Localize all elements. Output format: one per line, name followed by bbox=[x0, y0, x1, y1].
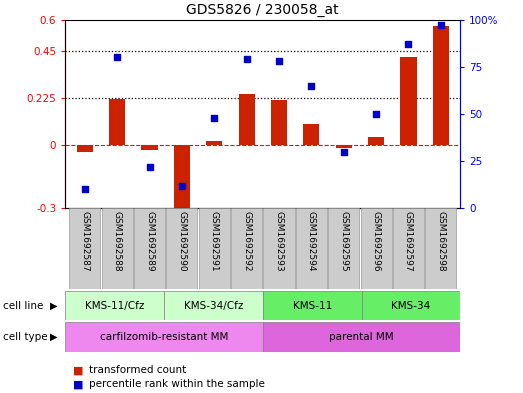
Text: KMS-11/Cfz: KMS-11/Cfz bbox=[85, 301, 144, 310]
Bar bbox=[360, 208, 392, 289]
Point bbox=[372, 111, 380, 117]
Bar bbox=[336, 145, 352, 147]
Bar bbox=[368, 137, 384, 145]
Point bbox=[81, 186, 89, 193]
Text: KMS-34: KMS-34 bbox=[391, 301, 430, 310]
Text: GSM1692587: GSM1692587 bbox=[81, 211, 89, 271]
Bar bbox=[263, 322, 460, 352]
Bar bbox=[166, 208, 197, 289]
Point bbox=[145, 163, 154, 170]
Bar bbox=[393, 208, 424, 289]
Bar bbox=[231, 208, 262, 289]
Text: GSM1692596: GSM1692596 bbox=[371, 211, 381, 271]
Text: ▶: ▶ bbox=[50, 301, 57, 310]
Title: GDS5826 / 230058_at: GDS5826 / 230058_at bbox=[187, 3, 339, 17]
Bar bbox=[141, 145, 157, 150]
Text: percentile rank within the sample: percentile rank within the sample bbox=[89, 379, 265, 389]
Bar bbox=[134, 208, 165, 289]
Text: cell line: cell line bbox=[3, 301, 43, 310]
Bar bbox=[69, 208, 100, 289]
Point bbox=[178, 182, 186, 189]
Point bbox=[275, 58, 283, 64]
Text: GSM1692593: GSM1692593 bbox=[275, 211, 283, 271]
Bar bbox=[271, 100, 287, 145]
Point bbox=[404, 41, 413, 47]
Text: KMS-11: KMS-11 bbox=[292, 301, 332, 310]
Point bbox=[339, 149, 348, 155]
Bar bbox=[303, 125, 320, 145]
Text: GSM1692595: GSM1692595 bbox=[339, 211, 348, 271]
Text: cell type: cell type bbox=[3, 332, 47, 342]
Text: transformed count: transformed count bbox=[89, 365, 186, 375]
Text: GSM1692591: GSM1692591 bbox=[210, 211, 219, 271]
Point bbox=[210, 115, 219, 121]
Text: GSM1692594: GSM1692594 bbox=[307, 211, 316, 271]
Bar bbox=[264, 208, 294, 289]
Point bbox=[437, 22, 445, 28]
Text: KMS-34/Cfz: KMS-34/Cfz bbox=[184, 301, 243, 310]
Bar bbox=[361, 291, 460, 320]
Bar bbox=[65, 322, 263, 352]
Bar bbox=[174, 145, 190, 215]
Text: GSM1692598: GSM1692598 bbox=[436, 211, 445, 271]
Text: GSM1692592: GSM1692592 bbox=[242, 211, 251, 271]
Text: GSM1692588: GSM1692588 bbox=[112, 211, 122, 271]
Text: ■: ■ bbox=[73, 379, 84, 389]
Bar bbox=[199, 208, 230, 289]
Text: GSM1692597: GSM1692597 bbox=[404, 211, 413, 271]
Bar bbox=[263, 291, 361, 320]
Bar bbox=[328, 208, 359, 289]
Bar bbox=[164, 291, 263, 320]
Text: carfilzomib-resistant MM: carfilzomib-resistant MM bbox=[100, 332, 228, 342]
Text: parental MM: parental MM bbox=[329, 332, 394, 342]
Point bbox=[243, 56, 251, 62]
Text: GSM1692590: GSM1692590 bbox=[177, 211, 186, 271]
Text: ■: ■ bbox=[73, 365, 84, 375]
Text: ▶: ▶ bbox=[50, 332, 57, 342]
Bar bbox=[401, 57, 416, 145]
Point bbox=[113, 54, 121, 61]
Bar bbox=[109, 99, 125, 145]
Bar bbox=[77, 145, 93, 152]
Bar bbox=[238, 94, 255, 145]
Bar bbox=[425, 208, 457, 289]
Bar bbox=[65, 291, 164, 320]
Point bbox=[307, 83, 315, 89]
Bar bbox=[433, 26, 449, 145]
Text: GSM1692589: GSM1692589 bbox=[145, 211, 154, 271]
Bar bbox=[206, 141, 222, 145]
Bar bbox=[296, 208, 327, 289]
Bar bbox=[101, 208, 133, 289]
